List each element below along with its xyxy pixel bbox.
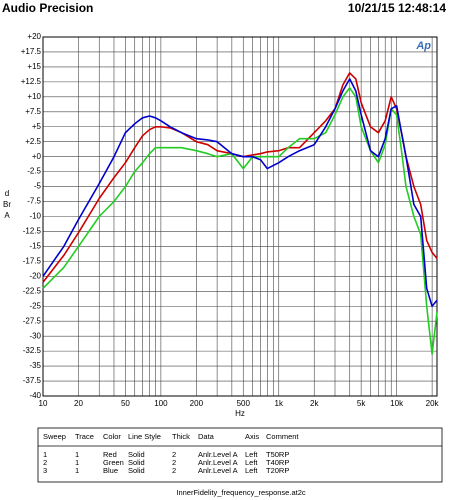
legend-header: Sweep [43,432,66,441]
legend-cell: Solid [128,466,145,475]
legend-header: Color [103,432,121,441]
legend-cell: 1 [75,466,79,475]
legend-cell: Left [245,466,258,475]
x-tick-label: 100 [154,399,168,408]
legend-entry: T40RP [266,458,289,467]
legend-header: Thick [172,432,190,441]
y-tick-label: -2.5 [27,167,41,176]
y-tick-label: -12.5 [23,227,42,236]
legend-box [37,427,443,483]
y-tick-label: +5 [32,122,42,131]
legend-entry: T50RP [266,450,289,459]
y-tick-label: +7.5 [25,107,41,116]
legend-cell: Left [245,458,258,467]
legend-header: Trace [75,432,94,441]
legend-cell: 1 [75,458,79,467]
legend-cell: Solid [128,458,145,467]
chart-title: Audio Precision [2,1,93,15]
legend-cell: Blue [103,466,118,475]
y-tick-label: -22.5 [23,286,42,295]
y-tick-label: -40 [29,391,41,400]
legend-cell: Anlr.Level A [198,458,238,467]
legend-cell: 1 [75,450,79,459]
legend-cell: Anlr.Level A [198,466,238,475]
y-tick-label: -5 [34,182,42,191]
y-tick-label: -25 [29,301,41,310]
y-tick-label: +12.5 [21,77,42,86]
plot-border [42,36,438,397]
legend-cell: 2 [172,450,176,459]
y-tick-label: -15 [29,242,41,251]
legend-cell: 2 [172,466,176,475]
x-tick-label: 20k [426,399,440,408]
legend-header: Data [198,432,215,441]
x-tick-label: 2k [310,399,319,408]
legend-cell: Red [103,450,117,459]
filename: InnerFidelity_frequency_response.at2c [176,488,305,497]
x-tick-label: 10k [390,399,404,408]
y-tick-label: -37.5 [23,376,42,385]
legend-cell: 3 [43,466,47,475]
y-tick-label: -20 [29,271,41,280]
x-tick-label: 5k [357,399,366,408]
y-axis-label: dBrA [3,189,11,220]
y-tick-label: +15 [27,62,41,71]
y-tick-label: +10 [27,92,41,101]
x-tick-label: 20 [74,399,83,408]
legend-cell: 2 [172,458,176,467]
y-tick-label: +0 [32,152,42,161]
y-tick-label: +17.5 [21,47,42,56]
legend-cell: Solid [128,450,145,459]
legend-cell: 2 [43,458,47,467]
x-tick-label: 1k [275,399,284,408]
legend-header: Line Style [128,432,161,441]
x-tick-label: 10 [39,399,48,408]
x-tick-label: 500 [237,399,251,408]
y-tick-label: -30 [29,331,41,340]
y-tick-label: +20 [27,32,41,41]
legend-header: Comment [266,432,299,441]
line-series [42,87,438,355]
legend-cell: 1 [43,450,47,459]
logo: Ap [415,40,431,52]
legend-header: Axis [245,432,259,441]
y-tick-label: -10 [29,212,41,221]
x-tick-label: 50 [121,399,130,408]
y-tick-label: -32.5 [23,346,42,355]
x-tick-label: 200 [190,399,204,408]
timestamp: 10/21/15 12:48:14 [348,1,446,15]
y-tick-label: +2.5 [25,137,41,146]
legend-cell: Green [103,458,124,467]
legend-cell: Anlr.Level A [198,450,238,459]
x-axis-label: Hz [235,409,245,418]
y-tick-label: -35 [29,361,41,370]
line-series [42,78,438,308]
y-tick-label: -17.5 [23,256,42,265]
legend-cell: Left [245,450,258,459]
legend-entry: T20RP [266,466,289,475]
y-tick-label: -7.5 [27,197,41,206]
y-tick-label: -27.5 [23,316,42,325]
